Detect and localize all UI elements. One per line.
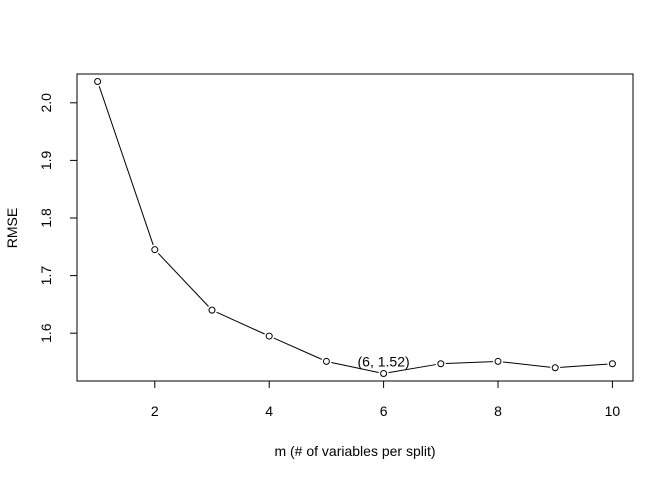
- y-tick-label: 2.0: [38, 93, 54, 113]
- x-axis-label: m (# of variables per split): [274, 443, 435, 459]
- series-line-segment: [157, 252, 209, 307]
- series-line-segment: [273, 337, 323, 360]
- series-line-segment: [502, 361, 551, 368]
- x-tick-label: 4: [265, 403, 273, 419]
- data-point: [380, 370, 388, 378]
- x-tick-label: 2: [151, 403, 159, 419]
- data-point: [494, 357, 502, 365]
- y-tick-label: 1.9: [38, 150, 54, 170]
- y-tick-label: 1.7: [38, 266, 54, 286]
- series-line-segment: [216, 311, 265, 335]
- axes: 2 4 6 8 10 1.6 1.7 1.8 1.9 2.0: [38, 73, 634, 419]
- y-axis-label: RMSE: [4, 208, 20, 248]
- x-tick-label: 8: [494, 403, 502, 419]
- data-point: [437, 360, 445, 368]
- plot-frame: [76, 73, 634, 382]
- series-line-segment: [331, 361, 379, 373]
- series-line-segment: [388, 364, 436, 374]
- data-point: [151, 246, 159, 254]
- y-tick-label: 1.8: [38, 208, 54, 228]
- x-tick-label: 6: [380, 403, 388, 419]
- data-point: [265, 332, 273, 340]
- annotation-label: (6, 1.52): [358, 354, 410, 370]
- x-tick-label: 10: [605, 403, 621, 419]
- series-line-segment: [98, 86, 154, 246]
- data-series: (6, 1.52): [94, 77, 616, 378]
- data-point: [608, 360, 616, 368]
- series-line-segment: [560, 363, 608, 368]
- series-line-segment: [445, 361, 494, 365]
- data-point: [551, 364, 559, 372]
- data-point: [208, 306, 216, 314]
- data-point: [322, 357, 330, 365]
- data-point: [94, 77, 102, 85]
- y-tick-label: 1.6: [38, 323, 54, 343]
